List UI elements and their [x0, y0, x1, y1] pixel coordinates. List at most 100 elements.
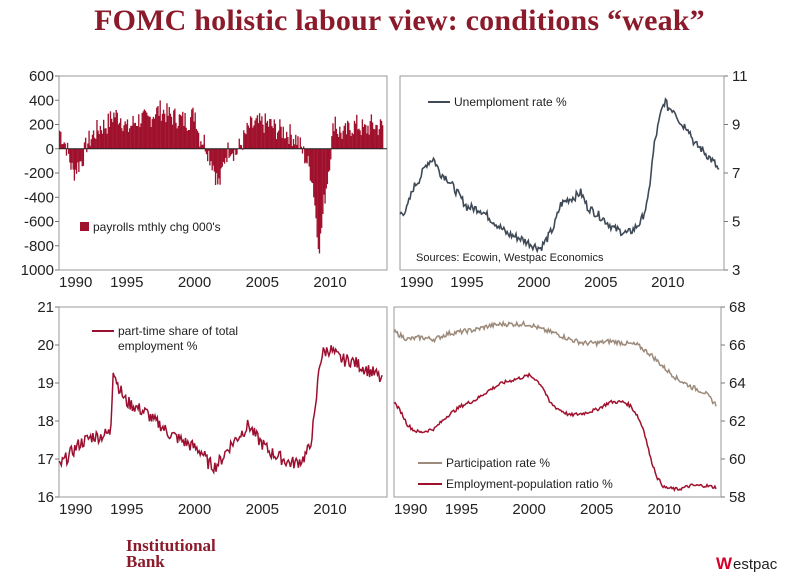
- payrolls-ytick-label: -200: [24, 165, 54, 182]
- payrolls-bar: [373, 128, 375, 149]
- payrolls-bar: [244, 133, 246, 149]
- payrolls-bar: [279, 119, 281, 149]
- payrolls-bar: [248, 127, 251, 149]
- payrolls-bar: [173, 110, 175, 149]
- payrolls-bar: [166, 103, 168, 149]
- payrolls-bar: [283, 138, 286, 149]
- payrolls-bar: [135, 126, 138, 149]
- payrolls-bar: [266, 120, 269, 149]
- payrolls-bar: [81, 148, 83, 167]
- payrolls-bar: [305, 148, 307, 163]
- payrolls-bar: [290, 134, 292, 149]
- payrolls-bar: [211, 148, 213, 171]
- payrolls-bar: [336, 133, 339, 149]
- payrolls-bar: [365, 125, 367, 149]
- payrolls-bar: [112, 122, 114, 149]
- payrolls-bar: [220, 148, 222, 169]
- payrolls-bar: [253, 125, 255, 149]
- payrolls-bars: [59, 100, 384, 254]
- payrolls-bar: [195, 128, 198, 149]
- payrolls-bar: [168, 107, 170, 149]
- payrolls-bar: [247, 125, 249, 149]
- payrolls-bar: [83, 142, 86, 149]
- payrolls-bar: [221, 148, 223, 167]
- payrolls-bar: [139, 127, 141, 149]
- payrolls-ytick-label: 400: [29, 92, 54, 109]
- payrolls-bar: [274, 123, 277, 149]
- westpac-logo-mark: W: [716, 554, 733, 573]
- payrolls-bar: [197, 132, 200, 149]
- unemployment-ytick-label: 9: [732, 117, 740, 134]
- parttime-ytick-label: 21: [37, 299, 54, 316]
- payrolls-bar: [333, 131, 335, 149]
- payrolls-bar: [366, 133, 368, 149]
- payrolls-bar: [190, 117, 192, 149]
- payrolls-bar: [376, 125, 378, 149]
- participation-ytick-label: 64: [729, 375, 746, 392]
- payrolls-bar: [321, 148, 323, 228]
- payrolls-ytick-label: -400: [24, 189, 54, 206]
- payrolls-bar: [169, 113, 172, 149]
- payrolls-bar: [300, 146, 303, 149]
- parttime-xtick-label: 1995: [110, 501, 143, 518]
- payrolls-bar: [141, 113, 143, 149]
- payrolls-bar: [105, 128, 107, 149]
- payrolls-bar: [242, 148, 244, 150]
- payrolls-bar: [159, 100, 161, 149]
- payrolls-bar: [170, 116, 173, 149]
- payrolls-bar: [364, 124, 366, 149]
- payrolls-bar: [181, 116, 183, 149]
- payrolls-bar: [90, 139, 92, 149]
- payrolls-bar: [204, 148, 207, 152]
- payrolls-bar: [281, 137, 283, 149]
- payrolls-bar: [341, 138, 343, 149]
- payrolls-bar: [275, 139, 278, 149]
- epop-line: [393, 372, 717, 492]
- payrolls-bar: [149, 116, 151, 149]
- page-title: FOMC holistic labour view: conditions “w…: [94, 4, 705, 37]
- payrolls-bar: [109, 111, 112, 149]
- payrolls-bar: [344, 123, 347, 149]
- payrolls-bar: [292, 139, 295, 149]
- payrolls-bar: [184, 113, 186, 149]
- payrolls-bar: [126, 119, 129, 149]
- unemployment-ytick-label: 7: [732, 165, 740, 182]
- payrolls-bar: [343, 125, 345, 149]
- payrolls-bar: [272, 128, 274, 149]
- payrolls-bar: [328, 148, 331, 171]
- unemployment-ytick-label: 11: [732, 68, 748, 85]
- payrolls-bar: [301, 148, 304, 154]
- payrolls-bar: [273, 119, 275, 149]
- participation-ytick-label: 68: [729, 299, 746, 316]
- unemployment-chart: 11 9 7 5 3 1990 1995 2000 2005 2010 Unemploment ra…: [399, 68, 748, 291]
- payrolls-bar: [98, 134, 100, 149]
- payrolls-bar: [178, 114, 181, 149]
- payrolls-bar: [265, 122, 268, 149]
- payrolls-bar: [118, 122, 121, 149]
- payrolls-bar: [287, 137, 289, 149]
- payrolls-legend-label: payrolls mthly chg 000's: [93, 220, 221, 234]
- epop-legend-label: Employment-population ratio %: [446, 477, 613, 491]
- payrolls-bar: [254, 120, 256, 149]
- parttime-frame: [58, 306, 388, 498]
- payrolls-bar: [99, 125, 102, 149]
- payrolls-bar: [289, 124, 291, 149]
- payrolls-bar: [245, 134, 247, 149]
- payrolls-bar: [331, 136, 333, 149]
- payrolls-bar: [117, 124, 120, 149]
- payrolls-bar: [101, 133, 104, 149]
- payrolls-bar: [338, 137, 340, 149]
- payrolls-bar: [142, 111, 144, 149]
- parttime-xtick-label: 2010: [313, 501, 346, 518]
- payrolls-bar: [217, 148, 219, 185]
- payrolls-bar: [89, 145, 91, 149]
- payrolls-bar: [75, 148, 78, 174]
- payrolls-bar: [131, 125, 133, 149]
- payrolls-bar: [271, 126, 273, 149]
- payrolls-bar: [219, 148, 221, 185]
- payrolls-bar: [192, 107, 194, 149]
- payrolls-bar: [264, 113, 266, 149]
- payrolls-bar: [369, 121, 371, 149]
- payrolls-bar: [143, 109, 146, 149]
- payrolls-bar: [332, 123, 334, 149]
